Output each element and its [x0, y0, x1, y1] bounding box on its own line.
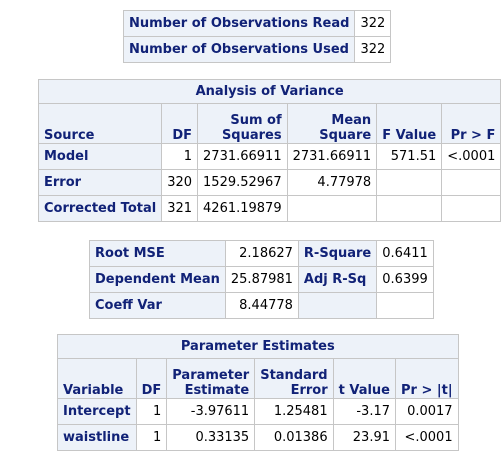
params-t: -3.17	[332, 398, 397, 425]
table-row: waistline 1 0.33135 0.01386 23.91 <.0001	[57, 424, 459, 451]
fit-value: 25.87981	[224, 266, 299, 293]
obs-used-label: Number of Observations Used	[122, 36, 356, 63]
fit-label: R-Square	[297, 240, 378, 267]
fit-label	[297, 292, 378, 319]
anova-ms: 2731.66911	[286, 143, 378, 170]
params-variable: waistline	[57, 424, 137, 451]
anova-ms: 4.77978	[286, 169, 378, 196]
params-df: 1	[135, 424, 168, 451]
anova-header-f: F Value	[376, 103, 443, 144]
params-df: 1	[135, 398, 168, 425]
table-row: Coeff Var 8.44778	[89, 292, 434, 319]
fit-value: 0.6411	[376, 240, 434, 267]
anova-header-source: Source	[37, 103, 163, 144]
anova-ss: 4261.19879	[197, 195, 288, 222]
fit-statistics-table: Root MSE 2.18627 R-Square 0.6411 Depende…	[89, 240, 434, 319]
params-title: Parameter Estimates	[57, 334, 459, 359]
params-header-t: t Value	[332, 358, 397, 399]
params-se: 1.25481	[254, 398, 334, 425]
params-header-se: Standard Error	[254, 358, 334, 399]
params-t: 23.91	[332, 424, 397, 451]
anova-header-ss-line2: Squares	[221, 128, 282, 143]
table-row: Corrected Total 321 4261.19879	[37, 195, 502, 222]
fit-label: Dependent Mean	[89, 266, 226, 293]
anova-header-df: DF	[161, 103, 199, 144]
fit-label: Coeff Var	[89, 292, 226, 319]
anova-header-ms-line1: Mean	[331, 113, 372, 128]
parameter-estimates-table: Parameter Estimates Variable DF Paramete…	[57, 334, 459, 451]
fit-value	[376, 292, 434, 319]
anova-title: Analysis of Variance	[37, 79, 502, 104]
anova-header-ss-line1: Sum of	[230, 113, 282, 128]
anova-header-ms: Mean Square	[286, 103, 378, 144]
params-header-estimate-line1: Parameter	[172, 368, 250, 383]
params-estimate: -3.97611	[166, 398, 256, 425]
params-header-se-line1: Standard	[260, 368, 328, 383]
params-header-variable: Variable	[57, 358, 137, 399]
params-header-se-line2: Error	[290, 383, 328, 398]
table-row: Intercept 1 -3.97611 1.25481 -3.17 0.001…	[57, 398, 459, 425]
anova-header-ss: Sum of Squares	[197, 103, 288, 144]
anova-p	[441, 169, 502, 196]
anova-header-p: Pr > F	[441, 103, 502, 144]
anova-f	[376, 195, 443, 222]
anova-ss: 2731.66911	[197, 143, 288, 170]
fit-label: Adj R-Sq	[297, 266, 378, 293]
anova-table: Analysis of Variance Source DF Sum of Sq…	[37, 79, 502, 222]
params-header-estimate-line2: Estimate	[184, 383, 250, 398]
anova-source-model: Model	[37, 143, 163, 170]
params-p: 0.0017	[395, 398, 459, 425]
fit-value: 8.44778	[224, 292, 299, 319]
observations-table: Number of Observations Read 322 Number o…	[122, 10, 392, 63]
fit-value: 2.18627	[224, 240, 299, 267]
params-header-estimate: Parameter Estimate	[166, 358, 256, 399]
anova-ms	[286, 195, 378, 222]
anova-df: 321	[161, 195, 199, 222]
obs-read-label: Number of Observations Read	[122, 10, 356, 37]
params-header-df: DF	[135, 358, 168, 399]
anova-df: 320	[161, 169, 199, 196]
anova-ss: 1529.52967	[197, 169, 288, 196]
params-variable: Intercept	[57, 398, 137, 425]
table-row: Error 320 1529.52967 4.77978	[37, 169, 502, 196]
table-row: Dependent Mean 25.87981 Adj R-Sq 0.6399	[89, 266, 434, 293]
obs-used-value: 322	[354, 36, 392, 63]
params-estimate: 0.33135	[166, 424, 256, 451]
anova-p	[441, 195, 502, 222]
params-se: 0.01386	[254, 424, 334, 451]
anova-f: 571.51	[376, 143, 443, 170]
anova-source-corrected-total: Corrected Total	[37, 195, 163, 222]
anova-header-ms-line2: Square	[319, 128, 372, 143]
table-row: Model 1 2731.66911 2731.66911 571.51 <.0…	[37, 143, 502, 170]
table-row: Root MSE 2.18627 R-Square 0.6411	[89, 240, 434, 267]
obs-read-value: 322	[354, 10, 392, 37]
fit-label: Root MSE	[89, 240, 226, 267]
params-p: <.0001	[395, 424, 459, 451]
anova-f	[376, 169, 443, 196]
params-header-p: Pr > |t|	[395, 358, 459, 399]
anova-df: 1	[161, 143, 199, 170]
fit-value: 0.6399	[376, 266, 434, 293]
anova-p: <.0001	[441, 143, 502, 170]
anova-source-error: Error	[37, 169, 163, 196]
